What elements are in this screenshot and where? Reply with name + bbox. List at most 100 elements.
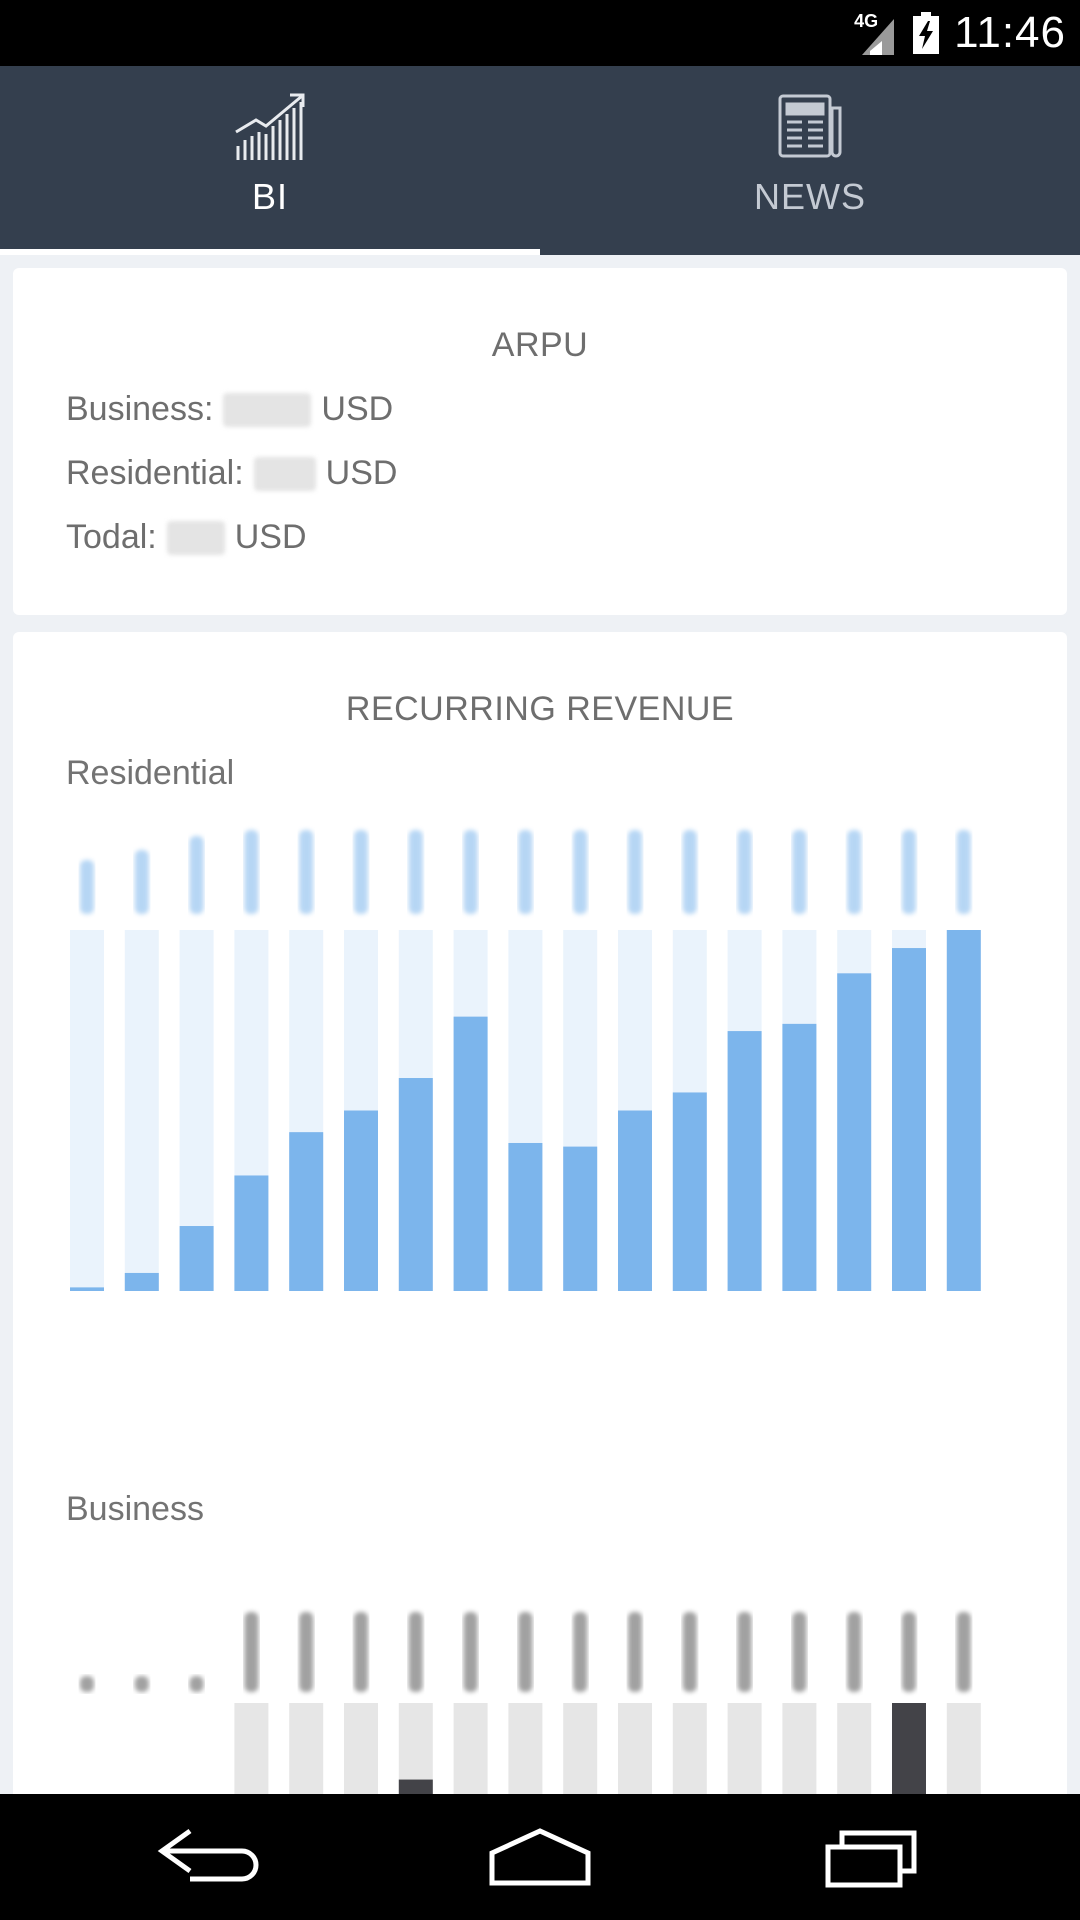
recurring-revenue-card: RECURRING REVENUE Residential 2017-03 201… xyxy=(13,632,1067,1920)
data-label-redacted-2018-05 xyxy=(847,1612,862,1692)
bar-track-2018-02 xyxy=(672,1703,707,1794)
data-label-redacted-2018-07 xyxy=(956,830,971,914)
back-icon[interactable] xyxy=(150,1819,270,1895)
bar-track-2017-09 xyxy=(398,1703,433,1794)
recents-icon[interactable] xyxy=(810,1819,930,1895)
arpu-residential-label: Residential: xyxy=(66,454,244,492)
data-label-redacted-2017-11 xyxy=(518,1612,533,1692)
data-label-redacted-2017-06 xyxy=(244,1612,259,1692)
x-tick-label-2017-09: 2017-09 xyxy=(402,1331,433,1332)
x-tick-label-2017-08: 2017-08 xyxy=(348,1331,379,1332)
arpu-total-label: Todal: xyxy=(66,518,157,556)
x-tick-label-2017-12: 2017-12 xyxy=(567,1331,598,1332)
x-tick-label-2018-01: 2018-01 xyxy=(622,1331,653,1332)
arpu-business-row: Business: USD xyxy=(66,390,393,429)
data-label-redacted-2018-03 xyxy=(737,830,752,914)
bar-2017-05 xyxy=(179,1226,214,1291)
data-label-redacted-2017-12 xyxy=(573,830,588,914)
tab-bi[interactable]: BI xyxy=(0,66,540,255)
x-tick-label-2017-11: 2017-11 xyxy=(512,1331,543,1332)
data-label-redacted-2017-08 xyxy=(354,1612,368,1692)
x-tick-label-2017-07: 2017-07 xyxy=(293,1331,324,1332)
data-label-redacted-2018-05 xyxy=(847,830,862,914)
bar-2017-08 xyxy=(344,1110,378,1291)
data-label-redacted-2017-05 xyxy=(189,836,204,914)
bar-2018-02 xyxy=(672,1092,707,1291)
bar-2018-01 xyxy=(618,1110,652,1291)
data-label-redacted-2017-03 xyxy=(80,1676,94,1692)
data-label-redacted-2017-10 xyxy=(463,1612,478,1692)
x-tick-label-2018-05: 2018-05 xyxy=(841,1331,872,1332)
arpu-residential-row: Residential: USD xyxy=(66,454,397,493)
data-label-redacted-2017-07 xyxy=(299,830,314,914)
bar-2017-12 xyxy=(563,1146,598,1291)
navigation-bar xyxy=(0,1794,1080,1920)
bar-2018-05 xyxy=(837,973,872,1291)
bar-track-2017-08 xyxy=(344,1703,378,1794)
data-label-redacted-2017-10 xyxy=(463,830,478,914)
arpu-total-row: Todal: USD xyxy=(66,518,307,557)
x-tick-label-2017-03: 2017-03 xyxy=(74,1331,105,1332)
arpu-business-unit: USD xyxy=(321,390,394,428)
arpu-title: ARPU xyxy=(491,326,589,364)
x-tick-label-2017-06: 2017-06 xyxy=(238,1331,269,1332)
data-label-redacted-2017-05 xyxy=(189,1676,204,1692)
business-chart xyxy=(80,1612,981,1794)
arpu-total-unit: USD xyxy=(234,518,307,556)
bar-2018-06 xyxy=(892,1703,926,1794)
x-tick-label-2018-06: 2018-06 xyxy=(896,1331,927,1332)
bar-track-2018-01 xyxy=(618,1703,652,1794)
tab-bar: BI NEWS xyxy=(0,66,1080,255)
data-label-redacted-2018-01 xyxy=(628,1612,642,1692)
data-label-redacted-2018-06 xyxy=(902,830,916,914)
data-label-redacted-2018-02 xyxy=(682,1612,697,1692)
clock: 11:46 xyxy=(954,8,1066,57)
arpu-card: ARPU Business: USD Residential: USD Toda… xyxy=(13,268,1067,615)
data-label-redacted-2017-12 xyxy=(573,1612,588,1692)
bar-track-2017-06 xyxy=(234,1703,269,1794)
data-label-redacted-2017-11 xyxy=(518,830,533,914)
bar-track-2017-07 xyxy=(289,1703,324,1794)
bar-2017-09 xyxy=(398,1078,433,1291)
data-label-redacted-2018-07 xyxy=(956,1612,971,1692)
bar-track-2017-12 xyxy=(563,1703,598,1794)
tab-news[interactable]: NEWS xyxy=(540,66,1080,255)
bar-2018-04 xyxy=(782,1023,817,1291)
data-label-redacted-2018-01 xyxy=(628,830,642,914)
bar-2017-03 xyxy=(70,1287,104,1291)
bar-2017-11 xyxy=(508,1142,543,1291)
bar-track-2017-10 xyxy=(453,1703,488,1794)
data-label-redacted-2017-03 xyxy=(80,860,94,914)
data-label-redacted-2017-09 xyxy=(408,830,423,914)
status-bar: 4G 11:46 xyxy=(0,0,1080,66)
bar-2017-09 xyxy=(398,1779,433,1794)
data-label-redacted-2017-08 xyxy=(354,830,368,914)
active-tab-indicator xyxy=(0,249,540,255)
data-label-redacted-2017-09 xyxy=(408,1612,423,1692)
bar-2018-06 xyxy=(892,948,926,1291)
bar-track-2018-05 xyxy=(837,1703,872,1794)
arpu-residential-unit: USD xyxy=(325,454,398,492)
bar-2017-04 xyxy=(124,1272,159,1291)
tab-news-label: NEWS xyxy=(754,176,866,217)
battery-icon xyxy=(912,12,940,54)
bar-track-2018-03 xyxy=(727,1703,762,1794)
x-tick-label-2017-10: 2017-10 xyxy=(457,1331,488,1332)
x-tick-label-2017-04: 2017-04 xyxy=(128,1331,159,1332)
data-label-redacted-2018-04 xyxy=(792,1612,807,1692)
data-label-redacted-2018-03 xyxy=(737,1612,752,1692)
bar-track-2017-11 xyxy=(508,1703,543,1794)
home-icon[interactable] xyxy=(480,1819,600,1895)
arpu-total-value-redacted xyxy=(166,520,225,555)
chart-growth-icon xyxy=(235,93,305,160)
residential-chart-label: Residential xyxy=(66,754,235,792)
bar-2017-06 xyxy=(234,1175,269,1291)
recurring-revenue-title: RECURRING REVENUE xyxy=(345,690,735,728)
x-tick-label-2018-04: 2018-04 xyxy=(786,1331,817,1332)
bar-2018-03 xyxy=(727,1031,762,1291)
x-tick-label-2018-02: 2018-02 xyxy=(676,1331,707,1332)
business-chart-label: Business xyxy=(66,1490,204,1528)
signal-icon: 4G xyxy=(854,11,898,55)
bar-track-2018-04 xyxy=(782,1703,817,1794)
bar-2017-07 xyxy=(289,1132,324,1291)
